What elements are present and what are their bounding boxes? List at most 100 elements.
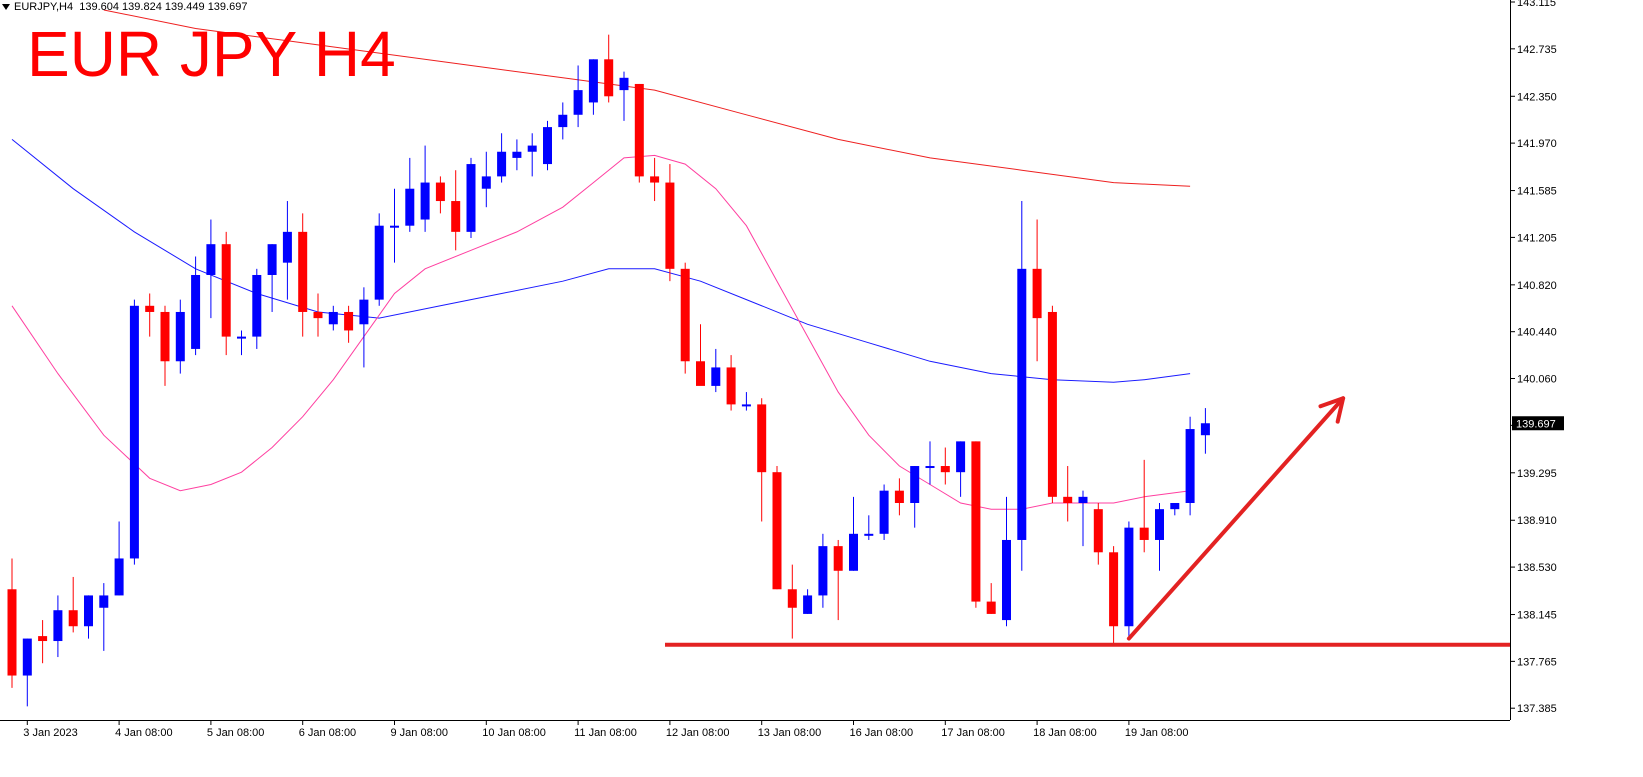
candle	[757, 398, 767, 522]
candle	[650, 157, 660, 202]
candle-body	[68, 610, 78, 627]
candle-body	[1063, 496, 1073, 503]
time-tick-label: 17 Jan 08:00	[941, 727, 1005, 739]
candle	[1200, 408, 1210, 454]
candle-body	[497, 151, 507, 177]
candle	[390, 188, 399, 263]
candle	[435, 176, 445, 214]
price-tick-label: 141.970	[1517, 138, 1557, 150]
candle	[114, 521, 124, 596]
candle	[894, 478, 904, 516]
candle-body	[634, 83, 644, 177]
candle-body	[696, 361, 705, 386]
candle-body	[344, 311, 354, 331]
candle	[665, 164, 675, 282]
candle-body	[99, 595, 109, 608]
annotations	[665, 396, 1510, 647]
candle	[1063, 466, 1073, 522]
candle-body	[543, 127, 552, 165]
candle-body	[466, 164, 476, 232]
time-tick-label: 9 Jan 08:00	[391, 727, 449, 739]
candle-body	[910, 466, 920, 503]
candle-body	[741, 404, 751, 407]
candle	[481, 151, 491, 208]
candle	[129, 299, 139, 565]
candle-body	[405, 188, 415, 226]
candle	[986, 583, 996, 614]
candle	[1078, 490, 1088, 547]
time-tick-label: 6 Jan 08:00	[299, 727, 357, 739]
candle-body	[1032, 268, 1042, 319]
candle	[849, 496, 858, 571]
candle-body	[1170, 502, 1180, 510]
candle-body	[84, 595, 93, 627]
candle	[879, 484, 889, 540]
candle	[772, 466, 782, 590]
time-tick-label: 12 Jan 08:00	[666, 727, 730, 739]
candle	[512, 139, 522, 171]
time-tick-label: 18 Jan 08:00	[1033, 727, 1097, 739]
candle-body	[191, 274, 201, 349]
candle-body	[940, 466, 950, 473]
candle	[741, 392, 751, 411]
dropdown-triangle-icon[interactable]	[2, 4, 10, 11]
candle	[53, 595, 63, 658]
candle-body	[1200, 423, 1210, 436]
candle	[282, 201, 292, 300]
candle-body	[986, 601, 996, 614]
candle	[191, 256, 201, 356]
candle	[328, 305, 338, 331]
candle-body	[298, 231, 308, 312]
price-tick-label: 140.820	[1517, 280, 1557, 292]
candle	[252, 268, 262, 349]
candle-body	[1124, 527, 1134, 627]
candle	[1109, 546, 1119, 645]
candle-body	[1017, 268, 1027, 540]
candle-body	[206, 244, 216, 275]
candle	[420, 145, 430, 232]
price-axis-labels: 143.115 142.735 142.350 141.970 141.585 141.2…	[1510, 0, 1557, 715]
candle-body	[650, 176, 660, 183]
candle	[1093, 502, 1103, 565]
candle	[313, 293, 323, 337]
candle-body	[390, 225, 399, 228]
time-tick-label: 10 Jan 08:00	[482, 727, 546, 739]
candle-body	[711, 367, 721, 386]
candle-body	[971, 441, 981, 602]
candle	[1124, 521, 1134, 639]
candle	[7, 558, 17, 688]
candle	[84, 595, 93, 639]
price-tick-label: 140.440	[1517, 327, 1557, 339]
candle-body	[619, 77, 629, 91]
candle-body	[175, 311, 185, 362]
candle-body	[481, 176, 491, 189]
candle-body	[328, 311, 338, 325]
candle-body	[114, 558, 124, 596]
price-tick-label: 138.145	[1517, 610, 1557, 622]
candle	[1032, 219, 1042, 362]
candle	[1047, 305, 1057, 503]
time-tick-label: 11 Jan 08:00	[574, 727, 637, 739]
candle-body	[803, 595, 813, 614]
candle-body	[588, 59, 598, 103]
candle	[940, 447, 950, 485]
candle-body	[7, 589, 17, 676]
candle-body	[894, 490, 904, 503]
candle-body	[879, 490, 889, 534]
candle-body	[833, 546, 843, 571]
candle-body	[925, 466, 935, 469]
candle	[497, 133, 507, 183]
candle-body	[757, 404, 767, 473]
candle-body	[558, 114, 568, 128]
candle	[818, 533, 828, 608]
price-tick-label: 142.350	[1517, 91, 1557, 103]
candle	[527, 133, 537, 177]
time-tick-label: 4 Jan 08:00	[115, 727, 173, 739]
time-tick-label: 3 Jan 2023	[23, 727, 77, 739]
candle	[1017, 201, 1027, 571]
candle-body	[22, 638, 32, 676]
candle-body	[1139, 527, 1149, 540]
candle	[543, 120, 552, 171]
